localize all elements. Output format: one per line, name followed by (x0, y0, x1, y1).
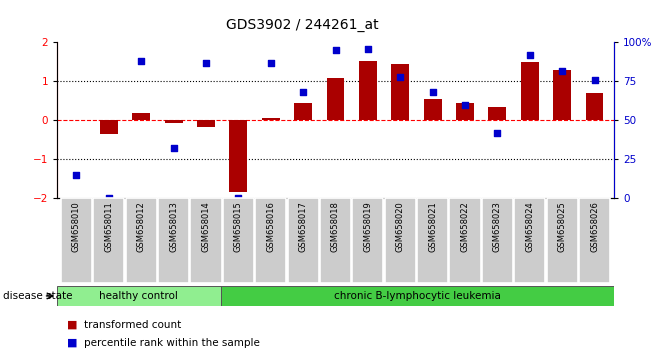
Text: GSM658018: GSM658018 (331, 201, 340, 252)
Text: GSM658010: GSM658010 (72, 201, 81, 252)
Bar (262, 118, 280, 120)
Point (492, 130, 503, 136)
Point (525, 52, 535, 58)
Text: healthy control: healthy control (99, 291, 178, 301)
Point (330, 47, 341, 53)
Bar (320, 198, 351, 283)
Bar (391, 64, 409, 120)
Bar (547, 198, 578, 283)
Bar (288, 198, 319, 283)
Bar (61, 198, 92, 283)
Text: ■: ■ (67, 338, 78, 348)
Point (136, 58, 146, 64)
Point (298, 90, 309, 95)
Text: transformed count: transformed count (84, 320, 181, 330)
Text: GSM658014: GSM658014 (201, 201, 211, 252)
Point (427, 90, 438, 95)
Point (168, 145, 179, 151)
Text: GSM658019: GSM658019 (364, 201, 372, 252)
Text: GSM658016: GSM658016 (266, 201, 275, 252)
Bar (450, 198, 480, 283)
Point (589, 77, 600, 83)
Point (362, 46, 373, 52)
Bar (221, 286, 614, 306)
Text: GSM658025: GSM658025 (558, 201, 566, 252)
Bar (191, 198, 221, 283)
Text: chronic B-lymphocytic leukemia: chronic B-lymphocytic leukemia (334, 291, 501, 301)
Bar (197, 120, 215, 127)
Bar (223, 198, 254, 283)
Bar (125, 198, 157, 283)
Point (201, 60, 211, 65)
Text: GSM658013: GSM658013 (169, 201, 178, 252)
Bar (384, 198, 416, 283)
Text: GSM658017: GSM658017 (299, 201, 307, 252)
Bar (417, 198, 448, 283)
Text: percentile rank within the sample: percentile rank within the sample (84, 338, 260, 348)
Text: disease state: disease state (3, 291, 73, 301)
Bar (482, 198, 513, 283)
Point (265, 60, 276, 65)
Point (103, 195, 114, 201)
Text: GSM658020: GSM658020 (396, 201, 405, 252)
Point (557, 68, 568, 73)
Text: GDS3902 / 244261_at: GDS3902 / 244261_at (225, 18, 378, 32)
Bar (488, 107, 507, 120)
Point (233, 195, 244, 201)
Bar (579, 198, 610, 283)
Point (460, 102, 470, 108)
Bar (100, 120, 117, 134)
Bar (423, 99, 442, 120)
Bar (255, 198, 287, 283)
Text: GSM658023: GSM658023 (493, 201, 502, 252)
Text: GSM658021: GSM658021 (428, 201, 437, 252)
Text: GSM658026: GSM658026 (590, 201, 599, 252)
Text: GSM658024: GSM658024 (525, 201, 534, 252)
Text: GSM658022: GSM658022 (460, 201, 470, 252)
Text: ■: ■ (67, 320, 78, 330)
Bar (514, 198, 546, 283)
Bar (327, 78, 344, 120)
Bar (294, 103, 312, 120)
Bar (132, 113, 150, 120)
Bar (521, 62, 539, 120)
Text: GSM658015: GSM658015 (234, 201, 243, 252)
Point (395, 74, 406, 80)
Bar (352, 198, 383, 283)
Text: GSM658011: GSM658011 (105, 201, 113, 252)
Bar (554, 70, 571, 120)
Bar (158, 198, 189, 283)
Bar (456, 103, 474, 120)
Bar (586, 93, 603, 120)
Bar (359, 61, 377, 120)
Bar (93, 198, 124, 283)
Text: GSM658012: GSM658012 (137, 201, 146, 252)
Bar (229, 120, 248, 193)
Bar (57, 286, 221, 306)
Point (71, 172, 82, 178)
Bar (164, 120, 183, 123)
